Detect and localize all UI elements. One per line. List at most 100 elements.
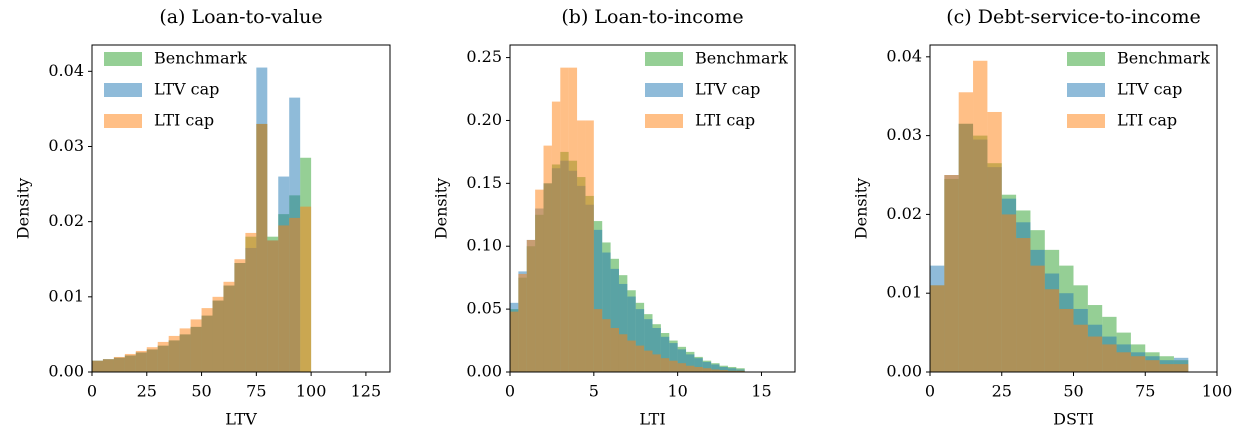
bar [652, 327, 661, 372]
bar [669, 343, 678, 372]
bar [610, 268, 619, 372]
legend-swatch [104, 114, 142, 128]
x-tick-label: 10 [667, 382, 687, 401]
bar [1044, 289, 1060, 372]
bar [610, 327, 619, 372]
y-tick-label: 0.02 [48, 211, 84, 230]
legend-swatch [645, 52, 683, 66]
y-tick-label: 0.00 [886, 362, 922, 381]
bar [644, 319, 653, 372]
bar [551, 101, 561, 372]
chart-title: (a) Loan-to-value [159, 6, 322, 28]
bar [568, 67, 578, 372]
bar [727, 368, 737, 372]
bar [702, 368, 712, 372]
bar [702, 361, 712, 372]
y-tick-label: 0.15 [466, 173, 502, 192]
legend-swatch [104, 52, 142, 66]
y-axis-label: Density [14, 178, 33, 239]
x-tick-label: 5 [589, 382, 599, 401]
bar [278, 225, 290, 372]
chart-title: (c) Debt-service-to-income [946, 6, 1201, 28]
bar [1001, 214, 1017, 372]
x-tick-label: 100 [296, 382, 327, 401]
bar [92, 360, 103, 372]
bar [256, 123, 268, 373]
x-axis-label: LTI [639, 410, 665, 429]
legend-label: LTV cap [695, 80, 760, 99]
legend-swatch [1067, 52, 1105, 66]
bar [987, 111, 1002, 373]
bar [1130, 356, 1146, 372]
bar [223, 281, 235, 372]
bar [958, 92, 974, 373]
bar [526, 239, 536, 372]
bar [190, 319, 202, 372]
bar [627, 340, 636, 372]
bar [535, 189, 544, 372]
bar [677, 349, 687, 372]
bar [245, 232, 257, 372]
x-tick-label: 75 [246, 382, 266, 401]
bar [930, 285, 945, 372]
legend-label: Benchmark [1117, 49, 1210, 68]
bar [618, 283, 628, 372]
bar [1059, 308, 1074, 372]
bar [201, 308, 213, 372]
x-tick-label: 0 [505, 382, 515, 401]
bar [711, 369, 720, 372]
bar [577, 120, 586, 372]
bar [973, 60, 988, 373]
y-tick-label: 0.01 [48, 286, 84, 305]
y-tick-label: 0.04 [886, 46, 922, 65]
bar [234, 259, 246, 372]
x-tick-label: 0 [87, 382, 97, 401]
y-tick-label: 0.00 [466, 362, 502, 381]
y-tick-label: 0.10 [466, 236, 502, 255]
bar [719, 370, 728, 372]
y-tick-label: 0.05 [466, 299, 502, 318]
bar [543, 145, 552, 372]
bar [1102, 344, 1117, 372]
bar [168, 335, 180, 372]
bar [135, 350, 147, 372]
bar [635, 309, 645, 372]
bar [686, 365, 695, 372]
bar [644, 350, 653, 372]
bar [1087, 336, 1103, 372]
bar [627, 296, 636, 372]
bar [113, 356, 125, 372]
bar [652, 354, 661, 372]
bar [719, 366, 728, 372]
bar [157, 341, 169, 372]
bar [660, 336, 670, 372]
legend-swatch [104, 83, 142, 97]
bar [686, 354, 695, 372]
legend-swatch [645, 83, 683, 97]
bar [1159, 364, 1174, 372]
bar [635, 345, 645, 372]
bar [289, 217, 301, 372]
bar [1116, 352, 1131, 372]
bar [212, 296, 224, 372]
bar [694, 358, 703, 372]
y-tick-label: 0.02 [886, 204, 922, 223]
x-tick-label: 125 [351, 382, 382, 401]
legend-label: LTI cap [695, 111, 755, 130]
x-tick-label: 50 [191, 382, 211, 401]
y-axis-label: Density [432, 178, 451, 239]
legend-label: Benchmark [695, 49, 788, 68]
x-axis-label: DSTI [1053, 410, 1094, 429]
legend-swatch [1067, 83, 1105, 97]
legend-label: LTI cap [154, 111, 214, 130]
legend-swatch [1067, 114, 1105, 128]
bar [602, 252, 611, 372]
bar [1016, 238, 1031, 372]
bar [102, 359, 114, 372]
y-tick-label: 0.03 [886, 125, 922, 144]
bar [518, 273, 527, 372]
bar [602, 319, 611, 372]
x-tick-label: 25 [992, 382, 1012, 401]
bar [677, 363, 687, 372]
